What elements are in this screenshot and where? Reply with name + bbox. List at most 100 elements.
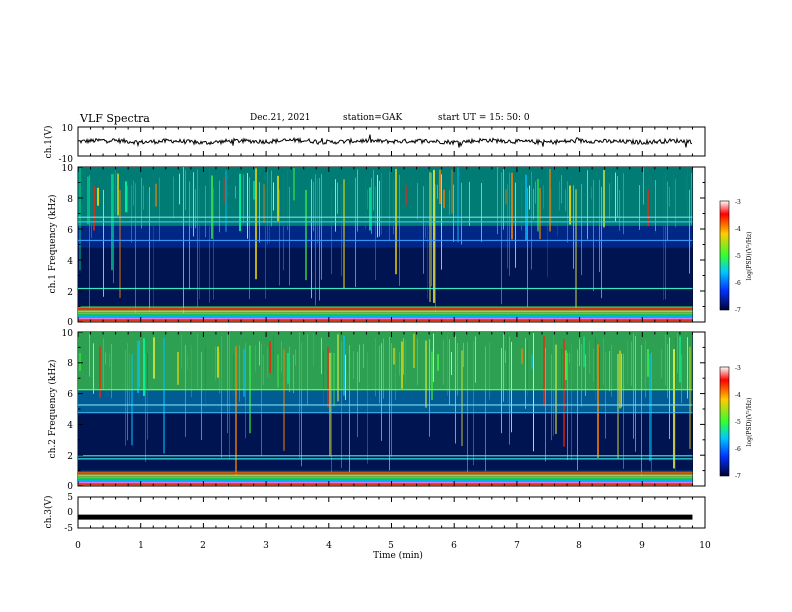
spectrogram-streak [127, 343, 128, 441]
spectrogram-streak [209, 169, 210, 303]
spectrogram-streak [521, 181, 522, 231]
spectrogram-streak [131, 185, 132, 243]
spectrogram-streak [337, 182, 338, 214]
spectrogram-streak [417, 182, 418, 220]
spectrogram-streak [439, 169, 441, 205]
spectrogram-streak [689, 346, 691, 449]
spectrogram-streak [509, 172, 510, 276]
spectrogram-streak [669, 186, 670, 207]
spectrogram-streak [615, 172, 616, 222]
ch3-voltage-ylabel: ch.3(V) [43, 496, 54, 529]
spectrogram-streak [225, 170, 227, 232]
spectrogram-streak [307, 334, 308, 405]
spectrogram-streak [127, 185, 128, 213]
spectrogram-streak [235, 186, 236, 199]
spectrogram-streak [581, 344, 582, 407]
spectrogram-streak [569, 353, 570, 364]
spectrogram-streak [195, 189, 196, 229]
spectrogram-streak [531, 355, 533, 369]
spec1-ytick-0: 0 [67, 318, 73, 328]
spectrogram-streak [611, 172, 612, 200]
spectrogram-streak [115, 169, 116, 216]
spectrogram-streak [379, 345, 380, 404]
spectrogram-streak [143, 185, 144, 210]
xtick-9: 9 [639, 541, 645, 551]
spectrogram-streak [511, 341, 512, 433]
xtick-3: 3 [263, 541, 269, 551]
spectrogram-streak [197, 169, 198, 307]
spectrogram-streak [381, 173, 382, 235]
spectrogram-streak [245, 343, 246, 439]
spectrogram-streak [293, 168, 295, 201]
spectrogram-streak [263, 183, 265, 223]
spectrogram-streak [591, 187, 592, 200]
spectrogram-streak [589, 340, 590, 375]
spectrogram-streak [197, 333, 198, 389]
spectrogram-streak [565, 189, 566, 212]
spectrogram-streak [585, 354, 586, 397]
spectrogram-streak [609, 183, 610, 219]
spectrogram-streak [399, 174, 400, 286]
spectrogram-streak [417, 338, 418, 386]
spectrogram-streak [547, 170, 548, 278]
spectrogram-streak [393, 347, 395, 365]
cb1-tick-m5: -5 [735, 253, 741, 260]
spectrogram-streak [661, 349, 662, 378]
spectrogram-streak [321, 174, 322, 280]
spectrogram-streak [117, 173, 119, 216]
spec2-ytick-4: 4 [67, 421, 73, 431]
spectrogram-streak [485, 346, 486, 472]
spec1-ytick-8: 8 [67, 195, 73, 205]
spectrogram-lowband [78, 308, 693, 311]
spectrogram-streak [311, 179, 312, 299]
spectrogram-streak [371, 177, 372, 234]
spectrogram-streak [639, 185, 640, 230]
cb1-tick-m4: -4 [735, 226, 741, 233]
spectrogram-streak [153, 173, 154, 314]
xtick-5: 5 [388, 541, 394, 551]
spectrogram-streak [679, 336, 681, 383]
spectrogram-streak [473, 341, 474, 466]
spectrogram-streak [647, 189, 649, 227]
spectrogram-line [78, 412, 693, 414]
spectrogram-streak [647, 348, 649, 377]
spectrogram-lowband [78, 317, 693, 320]
spectrogram-line [78, 455, 693, 457]
spectrogram-streak [131, 354, 133, 446]
spectrogram-streak [405, 340, 406, 383]
spectrogram-streak [673, 170, 674, 202]
spectrogram-streak [449, 339, 450, 406]
spectrogram-streak [379, 180, 380, 237]
spectrogram-line [78, 404, 693, 406]
spectrogram-streak [561, 175, 562, 204]
spec2-ytick-6: 6 [67, 390, 73, 400]
spectrogram-streak [669, 337, 670, 439]
spectrogram-streak [239, 345, 240, 402]
spectrogram-streak [389, 171, 390, 242]
spectrogram-streak [603, 337, 604, 386]
ch1-ytick-10: 10 [62, 124, 74, 134]
spectrogram-streak [243, 174, 244, 223]
spectrogram-band [78, 332, 693, 391]
spec2-ytick-0: 0 [67, 482, 73, 492]
spectrogram-streak [353, 351, 354, 379]
spectrogram-streak [163, 337, 165, 454]
spectrogram-streak [633, 333, 634, 439]
spectrogram-streak [357, 169, 358, 232]
spectrogram-streak [599, 179, 600, 273]
spectrogram-streak [651, 352, 652, 472]
spectrogram-streak [277, 354, 279, 388]
spectrogram-streak [91, 181, 92, 239]
spectrogram-streak [507, 183, 508, 269]
spec2-ylabel: ch.2 Frequency (kHz) [47, 360, 58, 459]
spectrogram-streak [389, 336, 390, 471]
spectrogram-streak [147, 353, 148, 440]
spectrogram-streak [155, 183, 157, 207]
spectrogram-streak [619, 189, 620, 231]
cb2-tick-m4: -4 [735, 392, 741, 399]
spectrogram-streak [133, 180, 134, 206]
spectrogram-streak [119, 189, 121, 298]
spectrogram-streak [531, 171, 532, 270]
cb2-tick-m6: -6 [735, 446, 741, 453]
spectrogram-streak [283, 349, 285, 451]
